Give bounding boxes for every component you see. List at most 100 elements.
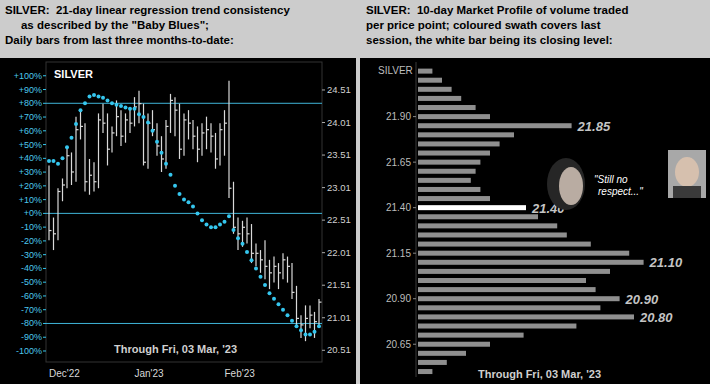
- y-tick-label: -20%: [21, 236, 42, 246]
- y2-tick: [322, 155, 325, 156]
- close-tick: [220, 129, 223, 130]
- y-tick: [43, 158, 46, 159]
- range-bar: [273, 257, 274, 283]
- close-tick: [139, 103, 142, 104]
- close-tick: [243, 227, 246, 228]
- close-tick: [130, 123, 133, 124]
- trend-dot: [205, 222, 209, 226]
- plot-area: [47, 81, 322, 341]
- trend-dot: [155, 140, 159, 144]
- close-tick: [72, 171, 75, 172]
- y-tick-label: +70%: [19, 112, 42, 122]
- y-tick: [43, 323, 46, 324]
- trend-dot: [97, 94, 101, 98]
- volume-bar: [418, 324, 576, 329]
- y-tick: [43, 282, 46, 283]
- range-bar: [80, 110, 81, 139]
- close-tick: [207, 129, 210, 130]
- y-tick: [413, 116, 416, 117]
- volume-bar: [418, 260, 644, 265]
- trend-dot: [268, 291, 272, 295]
- trend-dot: [92, 93, 96, 97]
- y2-tick: [322, 350, 325, 351]
- volume-bar: [418, 132, 514, 137]
- trend-dot: [178, 192, 182, 196]
- x-tick-label: Dec'22: [49, 368, 80, 379]
- close-tick: [225, 123, 228, 124]
- trend-dot: [47, 159, 51, 163]
- volume-bar: [418, 105, 476, 110]
- range-bar: [282, 253, 283, 279]
- y-tick-label: +40%: [19, 153, 42, 163]
- portrait-left: [547, 158, 585, 210]
- volume-bar: [418, 196, 490, 201]
- y-tick-label: 21.90: [386, 111, 411, 122]
- close-tick: [175, 110, 178, 111]
- close-tick: [67, 155, 70, 156]
- trend-dot: [151, 129, 155, 133]
- volume-bar: [418, 205, 526, 210]
- trend-dot: [106, 99, 110, 103]
- y-tick: [43, 350, 46, 351]
- trend-dot: [146, 121, 150, 125]
- trend-dot: [223, 220, 227, 224]
- close-tick: [301, 324, 304, 325]
- y-tick: [43, 89, 46, 90]
- y-tick: [413, 162, 416, 163]
- range-bar: [197, 126, 198, 162]
- range-bar: [206, 117, 207, 150]
- close-tick: [99, 119, 102, 120]
- close-tick: [265, 266, 268, 267]
- close-tick: [247, 233, 250, 234]
- trend-dot: [115, 103, 119, 107]
- trend-dot: [245, 250, 249, 254]
- volume-bar: [418, 342, 490, 347]
- close-tick: [171, 100, 174, 101]
- range-bar: [228, 81, 229, 198]
- y-tick: [413, 344, 416, 345]
- trend-dot: [137, 112, 141, 116]
- footnote: Through Fri, 03 Mar, '23: [478, 368, 601, 380]
- close-tick: [274, 266, 277, 267]
- y2-tick: [322, 220, 325, 221]
- trend-dot: [214, 225, 218, 229]
- trend-dot: [133, 107, 137, 111]
- volume-bar: [418, 87, 452, 92]
- volume-bar: [418, 269, 610, 274]
- close-tick: [306, 318, 309, 319]
- trend-dot: [254, 266, 258, 270]
- close-tick: [288, 266, 291, 267]
- y2-tick-label: 20.51: [327, 344, 351, 355]
- volume-bar: [418, 333, 524, 338]
- close-tick: [54, 233, 57, 234]
- trend-dot: [164, 162, 168, 166]
- range-bar: [107, 113, 108, 165]
- range-bar: [134, 97, 135, 126]
- portrait-right-suit: [673, 186, 701, 198]
- y-tick-label: +0%: [24, 208, 42, 218]
- close-tick: [279, 272, 282, 273]
- portrait-left-face: [559, 167, 583, 205]
- trend-dot: [286, 313, 290, 317]
- range-bar: [75, 117, 76, 182]
- y2-tick-label: 24.51: [327, 84, 351, 95]
- range-bar: [233, 182, 234, 234]
- trend-dot: [169, 173, 173, 177]
- chart-label: SILVER: [378, 65, 413, 76]
- close-tick: [63, 184, 66, 185]
- y2-tick: [322, 317, 325, 318]
- y-tick-label: -90%: [21, 332, 42, 342]
- y2-tick-label: 23.01: [327, 182, 351, 193]
- range-bar: [260, 250, 261, 273]
- range-bar: [300, 315, 301, 338]
- range-bar: [264, 240, 265, 279]
- range-bar: [251, 224, 252, 263]
- volume-bar: [418, 360, 447, 365]
- trend-dot: [101, 96, 105, 100]
- y-tick-label: 20.90: [386, 293, 411, 304]
- volume-bar: [418, 214, 538, 219]
- range-bar: [201, 123, 202, 156]
- y-tick-label: 21.15: [386, 248, 411, 259]
- close-tick: [180, 149, 183, 150]
- close-tick: [157, 145, 160, 146]
